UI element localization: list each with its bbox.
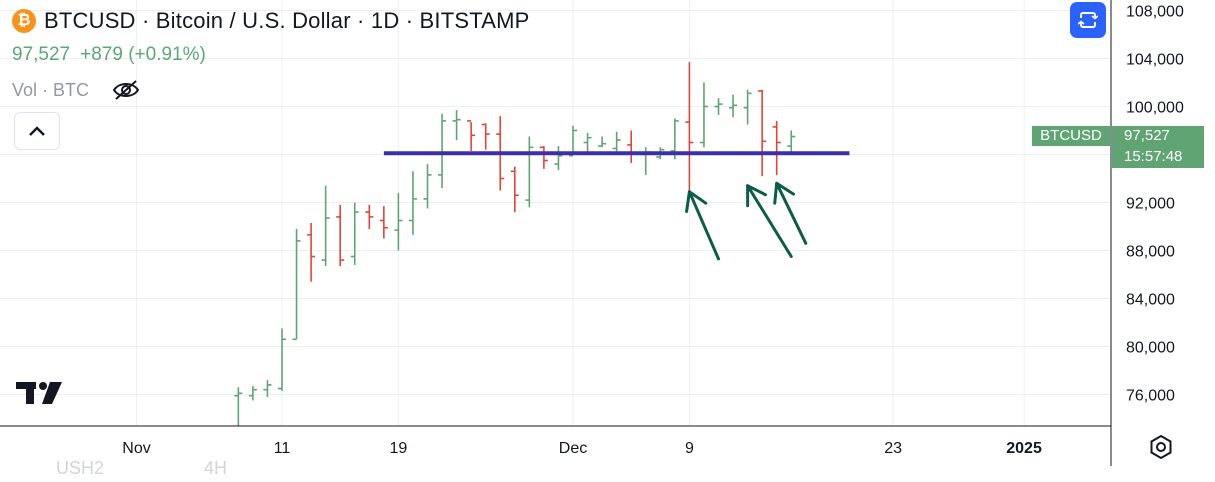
ohlc-bar: [772, 120, 781, 175]
last-price-badge: 97,527 15:57:48: [1112, 126, 1204, 168]
ohlc-bar: [234, 387, 243, 426]
ohlc-bar: [758, 89, 767, 177]
ohlc-bar: [438, 113, 447, 189]
ohlc-bar: [379, 206, 388, 239]
axes: 76,000 80,000 84,000 88,000 92,000 100,000 104…: [0, 0, 1184, 466]
ohlc-bar: [525, 136, 534, 208]
ohlc-bar: [612, 131, 621, 153]
y-tick-label: 76,000: [1126, 388, 1175, 405]
ohlc-bar: [408, 171, 417, 235]
last-price: 97,527: [12, 44, 71, 65]
badge-price-value: 97,527: [1124, 127, 1170, 144]
ohlc-bar: [743, 89, 752, 125]
arrow-shaft: [746, 184, 793, 258]
x-tick-label: 11: [274, 440, 291, 457]
ohlc-bar: [452, 110, 461, 141]
symbol-title[interactable]: BTCUSD · Bitcoin / U.S. Dollar · 1D · BI…: [44, 8, 530, 33]
x-tick-label: 2025: [1006, 440, 1042, 457]
x-tick-label: 9: [685, 440, 694, 457]
bitcoin-icon: ₿: [12, 9, 36, 33]
ohlc-bar: [598, 136, 607, 148]
ohlc-bar: [729, 94, 738, 118]
y-tick-label: 92,000: [1126, 196, 1175, 213]
ohlc-bar: [321, 185, 330, 267]
x-tick-label: 23: [884, 440, 902, 457]
arrow-head: [685, 190, 708, 214]
y-tick-label: 88,000: [1126, 244, 1175, 261]
ohlc-bar: [292, 228, 301, 341]
ohlc-bar: [787, 130, 796, 153]
chart-annotations: [383, 151, 850, 261]
ohlc-bar: [699, 82, 708, 148]
ohlc-bar: [350, 202, 359, 265]
ohlc-bar: [307, 222, 316, 282]
x-tick-label: Dec: [559, 440, 587, 457]
bar-countdown: 15:57:48: [1124, 148, 1183, 165]
symbol-price-label: BTCUSD: [1032, 126, 1110, 146]
ohlc-bar: [278, 328, 286, 391]
ohlc-bar: [365, 204, 374, 229]
arrow-head: [746, 184, 767, 208]
ohlc-bars: [234, 62, 796, 426]
volume-indicator-row: Vol · BTC: [12, 78, 141, 102]
y-tick-label: 104,000: [1126, 52, 1184, 69]
volume-label[interactable]: Vol · BTC: [12, 79, 90, 100]
ohlc-bar: [539, 146, 548, 169]
x-tick-label: Nov: [122, 440, 150, 457]
tradingview-logo[interactable]: [16, 380, 64, 406]
collapse-legend-button[interactable]: [14, 112, 60, 150]
ohlc-bar: [510, 166, 519, 213]
chevron-up-icon: [29, 126, 45, 136]
ohlc-bar: [569, 125, 577, 157]
ghost-label-2: 4H: [204, 458, 228, 478]
ohlc-bar: [263, 380, 272, 397]
y-tick-label: 80,000: [1126, 340, 1175, 357]
ohlc-bar: [467, 120, 476, 151]
price-change: +879 (+0.91%): [80, 44, 206, 65]
ohlc-bar: [248, 386, 257, 401]
ohlc-bar: [554, 146, 563, 171]
ohlc-bar: [714, 98, 723, 115]
ohlc-bar: [336, 204, 345, 267]
ohlc-bar: [423, 164, 432, 209]
ohlc-bar: [394, 192, 403, 251]
ohlc-bar: [481, 123, 490, 150]
y-tick-label: 100,000: [1126, 100, 1184, 117]
y-tick-label: 84,000: [1126, 292, 1175, 309]
expand-icon: [1078, 12, 1098, 28]
ohlc-bar: [685, 62, 694, 198]
arrow-shaft: [687, 190, 720, 261]
arrow-shaft: [775, 181, 808, 245]
ghost-label-1: USH2: [56, 458, 105, 478]
ohlc-bar: [627, 130, 636, 163]
fullscreen-button[interactable]: [1070, 2, 1106, 38]
chart-header: ₿ BTCUSD · Bitcoin / U.S. Dollar · 1D · …: [12, 8, 530, 34]
eye-hidden-icon[interactable]: [111, 78, 141, 102]
ohlc-bar: [583, 132, 592, 153]
x-tick-label: 19: [390, 440, 408, 457]
settings-gear-icon[interactable]: [1148, 434, 1174, 460]
price-summary: 97,527 +879 (+0.91%): [12, 44, 206, 66]
y-tick-label: 108,000: [1126, 4, 1184, 21]
arrow-head: [773, 181, 796, 205]
